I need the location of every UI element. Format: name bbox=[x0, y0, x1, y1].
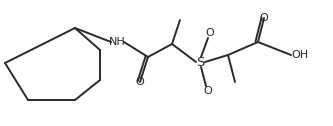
Text: O: O bbox=[205, 28, 214, 38]
Text: OH: OH bbox=[291, 50, 309, 60]
Text: O: O bbox=[136, 77, 145, 87]
Text: O: O bbox=[203, 86, 212, 96]
Text: NH: NH bbox=[109, 37, 126, 47]
Text: S: S bbox=[196, 55, 204, 69]
Text: O: O bbox=[260, 13, 268, 23]
